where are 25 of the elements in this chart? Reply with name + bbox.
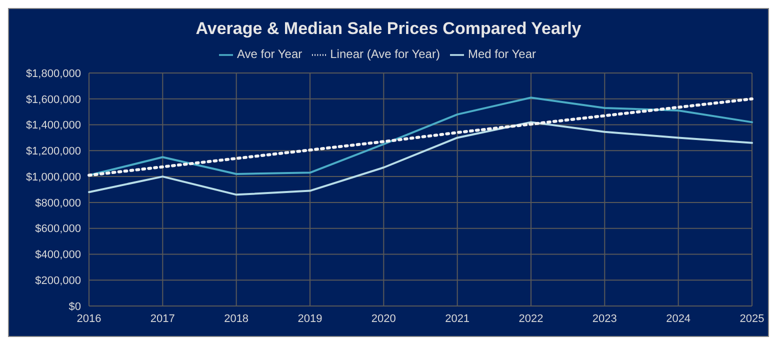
y-tick-label: $400,000 [35,249,81,262]
x-tick-label: 2025 [740,312,764,325]
y-tick-label: $600,000 [35,223,81,236]
legend-label: Ave for Year [236,47,302,61]
x-tick-label: 2020 [371,312,396,325]
y-tick-label: $1,800,000 [26,68,81,80]
y-tick-label: $800,000 [35,197,81,210]
x-tick-label: 2021 [445,312,470,325]
y-tick-label: $0 [68,300,81,313]
line-series [88,121,753,196]
chart-title: Average & Median Sale Prices Compared Yearly [194,18,582,40]
x-tick-label: 2022 [518,312,544,325]
y-tick-label: $1,600,000 [26,94,81,106]
y-tick-label: $200,000 [35,275,81,288]
y-tick-label: $1,400,000 [26,120,81,132]
x-tick-label: 2019 [298,312,322,325]
y-tick-label: $1,000,000 [26,171,81,184]
x-tick-label: 2024 [666,312,691,325]
x-tick-label: 2023 [592,312,617,325]
y-tick-label: $1,200,000 [26,146,81,158]
x-tick-label: 2016 [76,312,102,325]
x-tick-label: 2017 [150,312,175,325]
x-tick-label: 2018 [224,312,249,325]
legend-label: Linear (Ave for Year) [330,47,440,61]
legend-label: Med for Year [468,47,536,61]
